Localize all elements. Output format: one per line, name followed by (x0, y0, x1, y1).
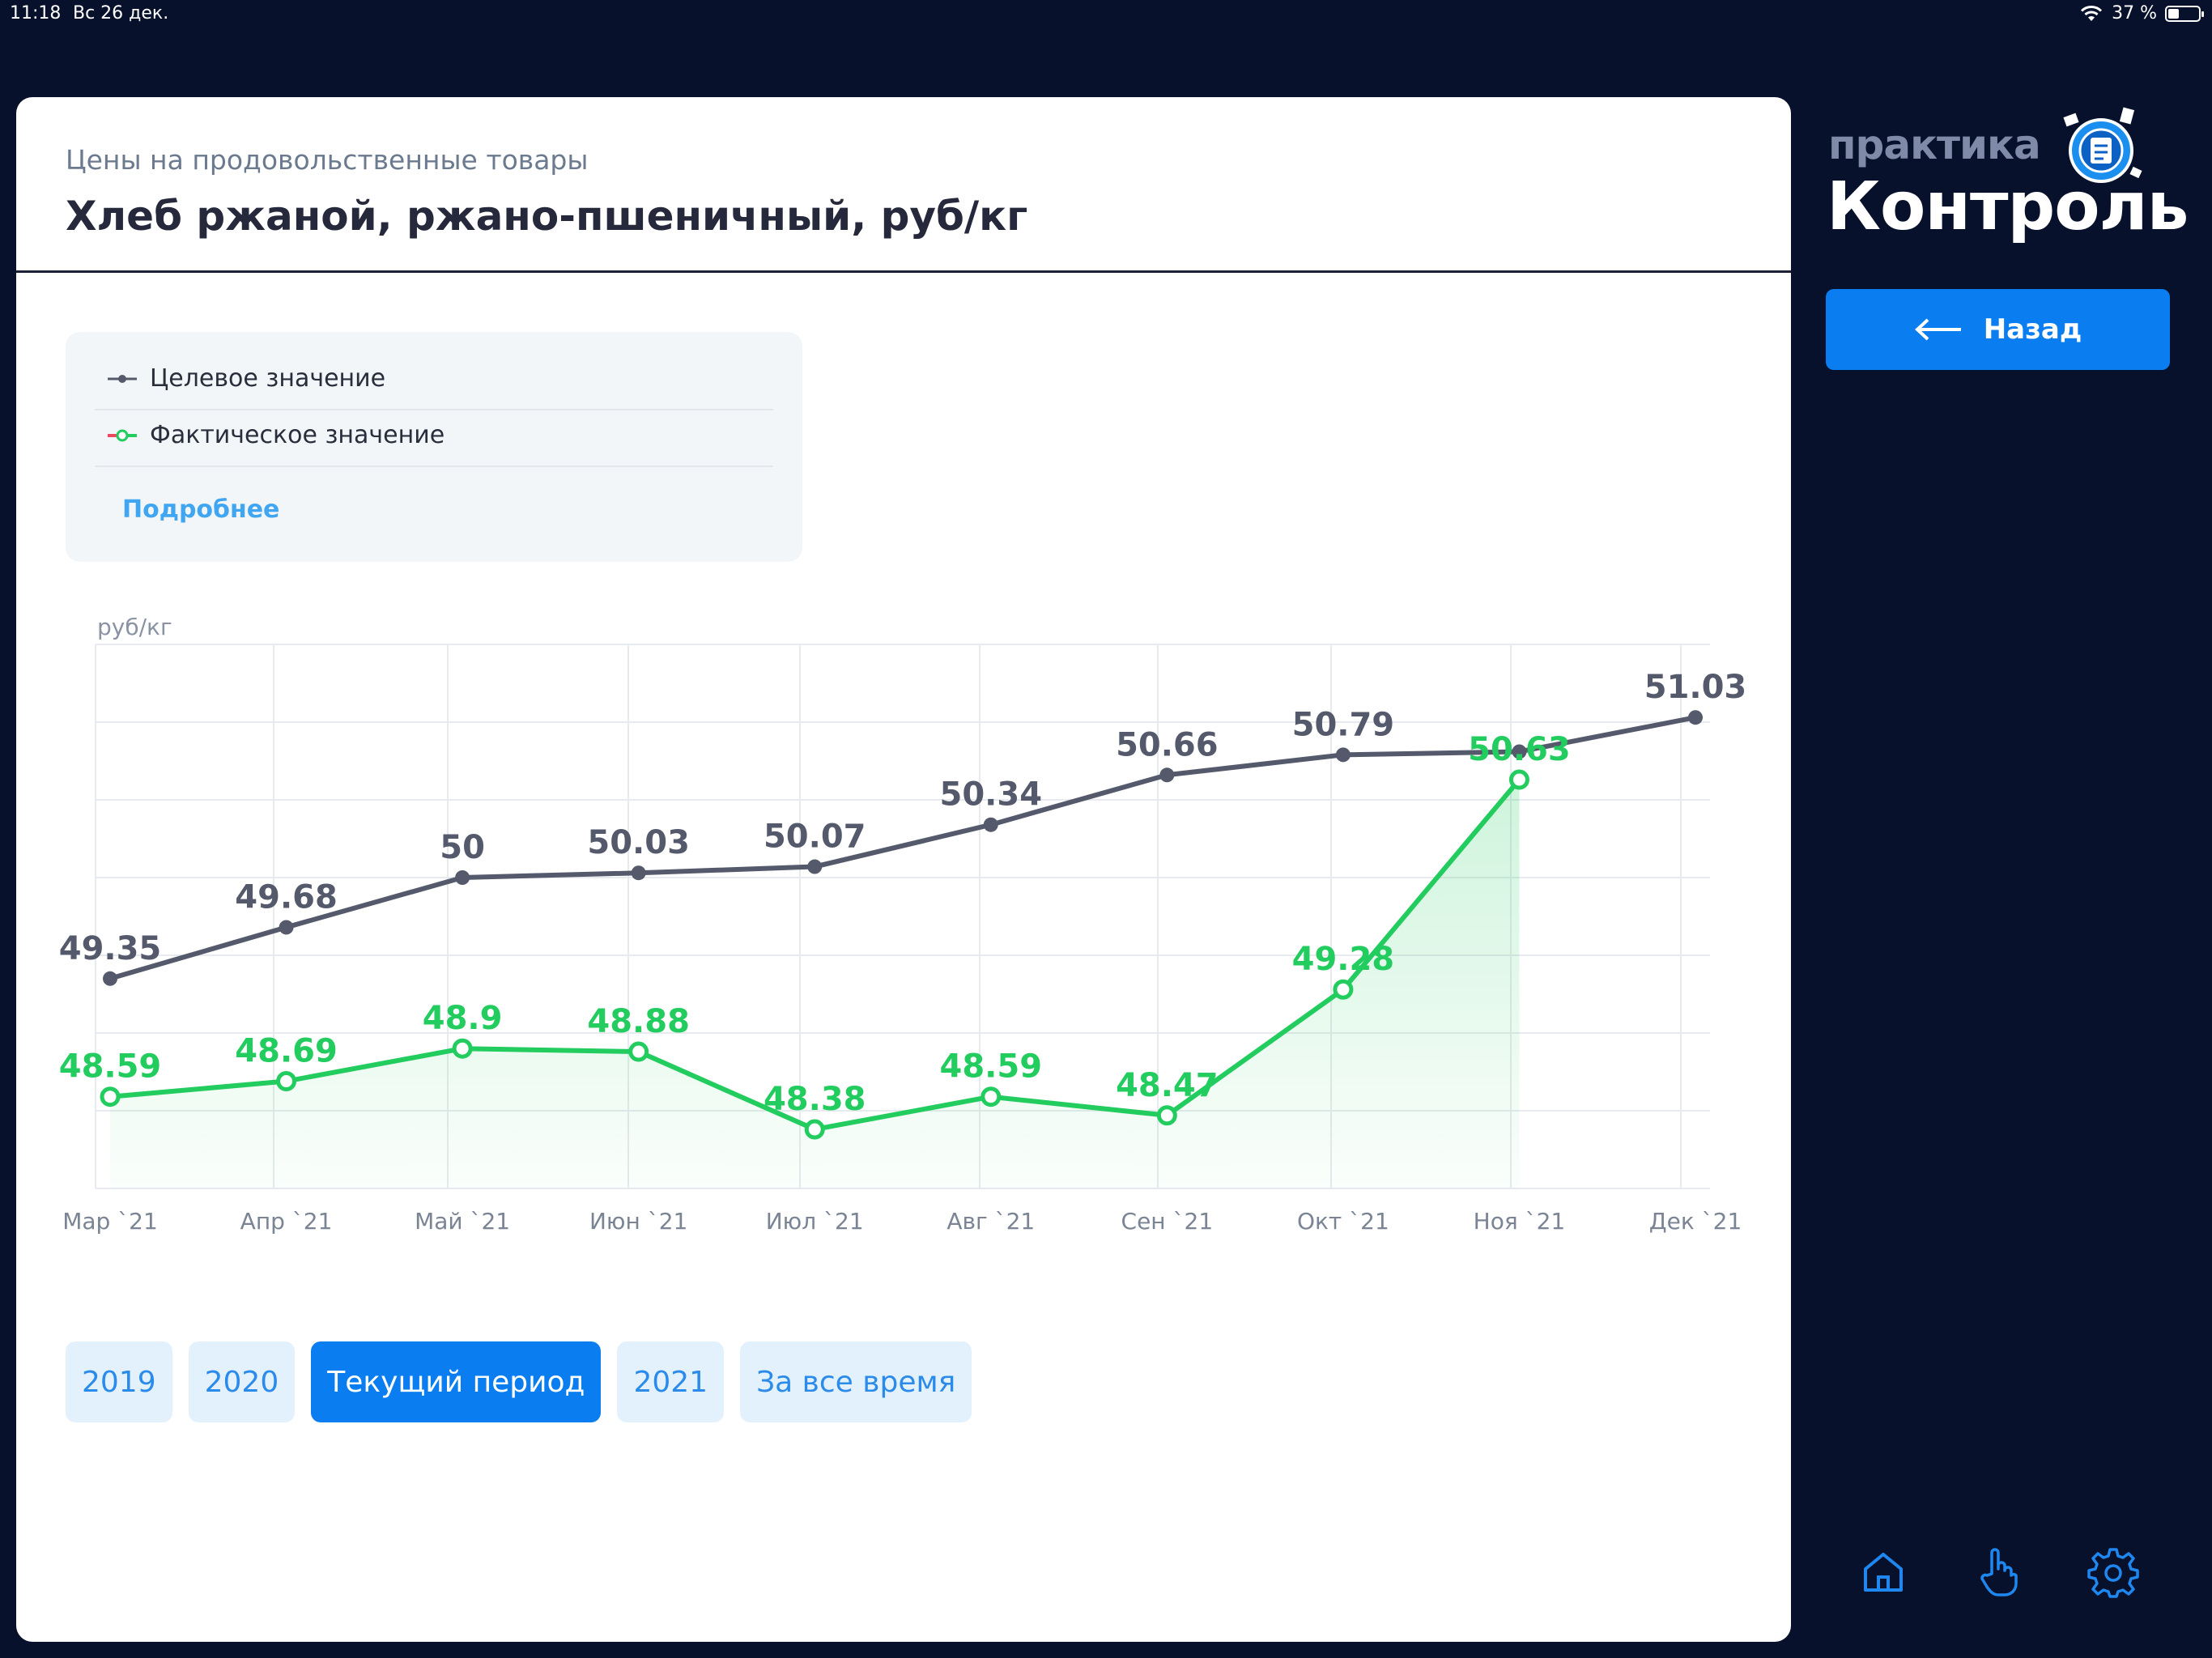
target-data-label: 51.03 (1644, 669, 1747, 706)
battery-icon (2165, 5, 2204, 22)
card-subtitle: Цены на продовольственные товары (66, 144, 589, 176)
header-divider (16, 270, 1791, 273)
x-tick-label: Сен `21 (1121, 1208, 1214, 1235)
target-point (279, 920, 294, 935)
target-point (1512, 744, 1527, 759)
target-data-label: 50.34 (940, 776, 1043, 814)
x-tick-label: Июн `21 (589, 1208, 687, 1235)
actual-point (1156, 1105, 1177, 1126)
legend-divider (95, 409, 773, 410)
status-right: 37 % (2079, 3, 2204, 23)
y-axis-label: руб/кг (97, 614, 172, 640)
back-button-label: Назад (1983, 313, 2082, 346)
chart-card: Цены на продовольственные товары Хлеб рж… (16, 97, 1791, 1642)
back-button[interactable]: Назад (1826, 289, 2170, 370)
period-button-0[interactable]: 2019 (66, 1341, 172, 1422)
x-tick-label: Мар `21 (62, 1208, 158, 1235)
legend-panel: Целевое значение Фактическое значение По… (66, 332, 802, 562)
battery-fill (2168, 8, 2180, 19)
target-data-label: 50.03 (587, 824, 690, 861)
actual-point (1508, 769, 1529, 790)
target-point (983, 817, 998, 832)
actual-line-icon (108, 429, 137, 441)
x-tick-label: Окт `21 (1297, 1208, 1389, 1235)
x-tick-label: Авг `21 (946, 1208, 1035, 1235)
status-date: Вс 26 дек. (73, 3, 169, 23)
actual-point (452, 1038, 473, 1059)
legend-item-target: Целевое значение (106, 364, 385, 393)
status-time: 11:18 (10, 3, 62, 23)
battery-percent: 37 % (2112, 3, 2157, 23)
actual-point (276, 1071, 297, 1092)
period-button-2[interactable]: Текущий период (311, 1341, 602, 1422)
legend-item-actual: Фактическое значение (106, 421, 445, 449)
target-data-label: 50.66 (1116, 726, 1219, 763)
target-point (1688, 710, 1703, 725)
actual-data-label: 48.88 (587, 1003, 690, 1040)
period-button-3[interactable]: 2021 (617, 1341, 725, 1422)
arrow-left-icon (1914, 318, 1961, 341)
actual-data-label: 48.69 (235, 1033, 338, 1070)
x-tick-label: Июл `21 (766, 1208, 864, 1235)
price-line-chart: руб/кг Мар `21 Апр `21 Май `21 Июн `21 Июл `2… (59, 614, 1747, 1235)
target-point (103, 971, 117, 986)
home-icon[interactable] (1857, 1546, 1909, 1598)
brand-main-text: Контроль (1827, 168, 2189, 245)
gear-icon[interactable] (2087, 1546, 2139, 1598)
actual-point (804, 1119, 825, 1140)
actual-data-label: 48.59 (59, 1048, 162, 1086)
legend-divider (95, 466, 773, 467)
actual-data-label: 49.28 (1292, 941, 1395, 978)
actual-data-label: 50.63 (1468, 731, 1571, 768)
target-point (1159, 767, 1175, 783)
actual-data-label: 48.59 (940, 1048, 1043, 1086)
card-title: Хлеб ржаной, ржано-пшеничный, руб/кг (66, 193, 1028, 240)
target-point (1335, 747, 1351, 763)
target-data-label: 49.68 (235, 878, 338, 916)
actual-data-label: 48.9 (423, 1000, 503, 1037)
target-point (807, 859, 823, 874)
brand-top-text: практика (1828, 121, 2041, 168)
legend-actual-label: Фактическое значение (150, 421, 445, 449)
wifi-icon (2081, 5, 2103, 21)
period-selector: 2019 2020 Текущий период 2021 За все время (66, 1341, 972, 1422)
actual-point (100, 1086, 121, 1107)
target-series-line (109, 715, 1696, 981)
target-point (455, 870, 470, 885)
x-tick-label: Май `21 (415, 1208, 510, 1235)
actual-data-label: 48.47 (1116, 1067, 1219, 1104)
actual-point (1333, 979, 1354, 1000)
target-data-label: 50 (440, 829, 485, 866)
actual-data-label: 48.38 (764, 1081, 866, 1118)
x-tick-label: Дек `21 (1649, 1208, 1742, 1235)
period-button-4[interactable]: За все время (740, 1341, 972, 1422)
legend-target-label: Целевое значение (150, 364, 386, 393)
x-tick-label: Апр `21 (240, 1208, 333, 1235)
logo-badge-icon (2063, 107, 2142, 183)
target-data-label: 50.07 (764, 818, 866, 856)
target-point (631, 865, 646, 881)
hand-pointer-icon[interactable] (1972, 1546, 2024, 1598)
x-tick-label: Ноя `21 (1474, 1208, 1566, 1235)
target-line-icon (108, 374, 137, 383)
target-data-label: 50.79 (1292, 706, 1395, 743)
actual-point (628, 1041, 649, 1062)
actual-point (981, 1086, 1002, 1107)
actual-area (110, 780, 1520, 1188)
more-details-link[interactable]: Подробнее (122, 495, 280, 524)
period-button-1[interactable]: 2020 (188, 1341, 296, 1422)
target-data-label: 49.35 (59, 930, 162, 967)
